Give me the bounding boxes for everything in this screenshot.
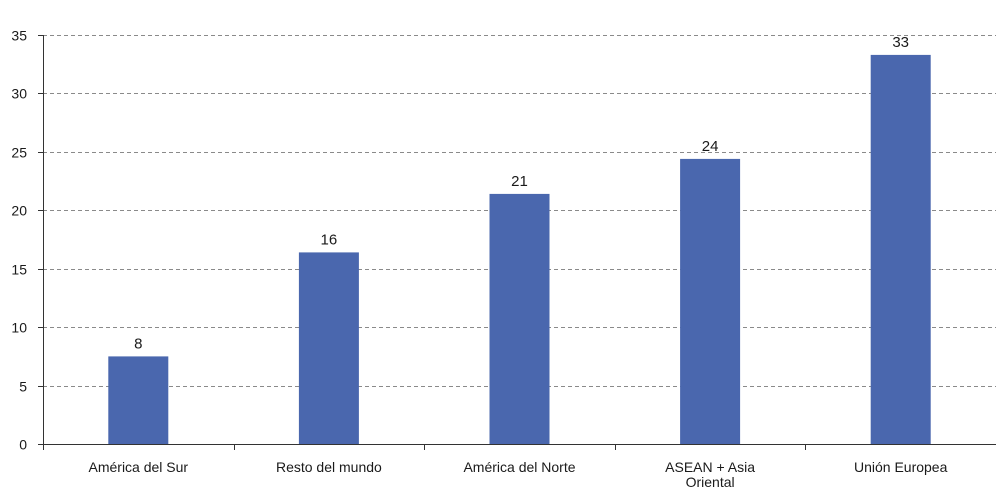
data-label-4: 24 <box>702 138 719 155</box>
bar-3 <box>489 193 550 444</box>
x-category-label-2-line-1: Resto del mundo <box>276 459 382 475</box>
y-tick-label-35: 35 <box>11 28 27 44</box>
y-tick-label-30: 30 <box>11 86 27 102</box>
bar-5 <box>870 54 931 445</box>
x-category-label-3: América del Norte <box>463 459 575 475</box>
bar-1 <box>108 356 169 444</box>
axes <box>43 35 996 450</box>
y-tick-label-10: 10 <box>11 320 27 336</box>
x-axis-categories: América del Sur Resto del mundo América de… <box>89 459 948 490</box>
x-category-label-5: Unión Europea <box>854 459 948 475</box>
x-category-label-5-line-1: Unión Europea <box>854 459 948 475</box>
x-category-label-3-line-1: América del Norte <box>463 459 575 475</box>
y-tick-label-15: 15 <box>11 262 27 278</box>
bars <box>108 54 931 445</box>
x-category-label-2: Resto del mundo <box>276 459 382 475</box>
x-category-label-4: ASEAN + Asia Oriental <box>665 459 755 490</box>
data-label-3: 21 <box>511 173 528 190</box>
bar-4 <box>680 158 741 444</box>
x-category-label-1-line-1: América del Sur <box>89 459 189 475</box>
y-tick-label-25: 25 <box>11 145 27 161</box>
bar-2 <box>298 252 359 444</box>
x-category-label-4-line-2: Oriental <box>686 474 735 490</box>
x-category-label-4-line-1: ASEAN + Asia <box>665 459 755 475</box>
y-axis-ticks: 0 5 10 15 20 25 30 35 <box>11 28 43 453</box>
y-tick-label-5: 5 <box>19 379 27 395</box>
y-tick-label-0: 0 <box>19 437 27 453</box>
x-category-label-1: América del Sur <box>89 459 189 475</box>
data-labels: 8 16 21 24 33 <box>134 34 909 352</box>
data-label-5: 33 <box>892 34 909 51</box>
data-label-2: 16 <box>321 231 338 248</box>
data-label-1: 8 <box>134 335 142 352</box>
y-tick-label-20: 20 <box>11 203 27 219</box>
